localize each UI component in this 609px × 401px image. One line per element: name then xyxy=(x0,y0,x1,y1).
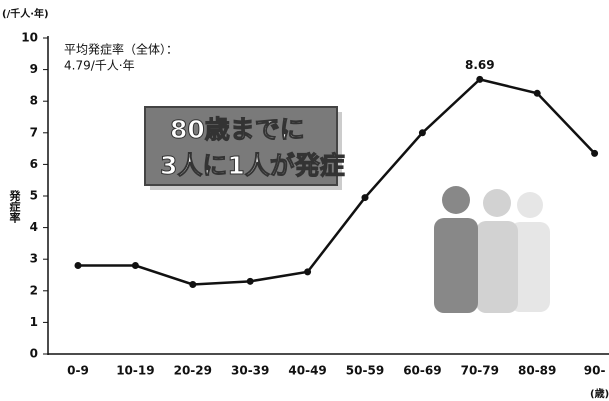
banner-box xyxy=(144,106,338,186)
line xyxy=(78,78,596,286)
y-label: 発症率 xyxy=(8,189,22,224)
people-icon xyxy=(434,186,550,313)
point xyxy=(304,268,312,276)
x-tick-label: 70-79 xyxy=(461,364,499,378)
point xyxy=(476,75,484,83)
annotation: 4.79/千人·年 xyxy=(64,59,135,73)
y-tick-label: 6 xyxy=(30,157,38,171)
x-tick-label: 60-69 xyxy=(403,364,441,378)
y-tick-label: 7 xyxy=(30,125,38,139)
data-label: 8.69 xyxy=(465,58,495,72)
x-tick-label: 40-49 xyxy=(288,364,326,378)
x-tick-label: 0-9 xyxy=(67,364,89,378)
y-tick-label: 2 xyxy=(30,283,38,297)
y-unit: (/千人·年) xyxy=(2,7,49,20)
banner-text: 80歳までに xyxy=(170,115,305,144)
annotation: 平均発症率（全体）： xyxy=(64,42,178,57)
y-tick-label: 4 xyxy=(30,220,38,234)
point xyxy=(533,89,541,97)
y-tick-label: 5 xyxy=(30,189,38,203)
x-tick-label: 80-89 xyxy=(518,364,556,378)
y-tick-label: 10 xyxy=(21,31,38,45)
x-unit: (歳) xyxy=(590,387,609,400)
point xyxy=(361,194,369,202)
point xyxy=(418,129,426,137)
y-tick-label: 9 xyxy=(30,62,38,76)
point xyxy=(189,280,197,288)
point xyxy=(74,262,82,270)
x-tick-label: 50-59 xyxy=(346,364,384,378)
point xyxy=(591,149,599,157)
y-tick-label: 3 xyxy=(30,252,38,266)
point xyxy=(246,277,254,285)
y-tick-label: 0 xyxy=(30,347,38,361)
banner-text: 3人に1人が発症 xyxy=(160,151,345,180)
y-tick-label: 8 xyxy=(30,94,38,108)
banner: 80歳までに 3人に1人が発症 xyxy=(144,106,345,190)
x-tick-label: 30-39 xyxy=(231,364,269,378)
x-tick-label: 20-29 xyxy=(174,364,212,378)
x-tick-label: 10-19 xyxy=(116,364,154,378)
y-tick-label: 1 xyxy=(30,315,38,329)
x-tick-label: 90- xyxy=(584,364,606,378)
point xyxy=(131,262,139,270)
